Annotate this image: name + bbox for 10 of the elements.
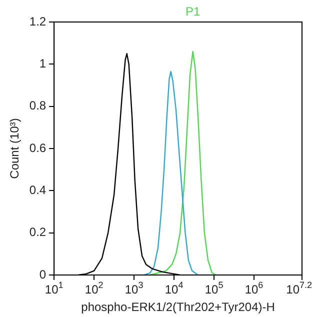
y-tick-label: 1.2 — [29, 14, 46, 28]
y-tick-label: 0.6 — [29, 140, 46, 155]
y-tick-label: 0.8 — [29, 98, 46, 113]
y-tick-label: 0.2 — [29, 225, 46, 240]
y-tick-label: 0 — [39, 267, 46, 282]
y-tick-label: 0.4 — [29, 182, 46, 197]
y-tick-label: 1 — [39, 56, 46, 70]
y-axis-title: Count (10³) — [8, 118, 22, 179]
text: P1 — [185, 4, 200, 18]
x-axis-title: phospho-ERK1/2(Thr202+Tyr204)-H — [81, 300, 275, 314]
